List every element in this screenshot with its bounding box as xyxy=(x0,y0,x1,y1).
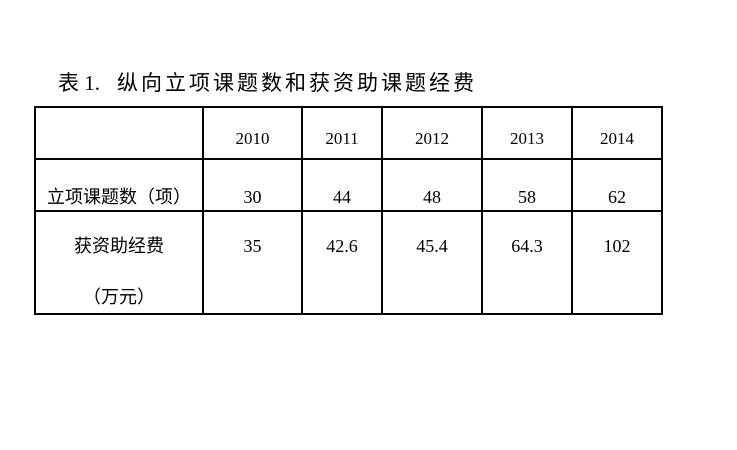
value-cell: 58 xyxy=(483,160,573,212)
value-cell: 48 xyxy=(383,160,483,212)
value-cell: 44 xyxy=(303,160,383,212)
value-cell: 45.4 xyxy=(383,212,483,313)
value-cell: 102 xyxy=(603,236,631,256)
header-cell-2011: 2011 xyxy=(303,108,383,160)
row-label-funding: 获资助经费 （万元） xyxy=(36,212,204,313)
row-label-funding-line1: 获资助经费 xyxy=(74,236,164,256)
row-label-project-count: 立项课题数（项） xyxy=(36,160,204,212)
value-cell: 42.6 xyxy=(303,212,383,313)
value-cell: 64.3 xyxy=(483,212,573,313)
data-table: 2010 2011 2012 2013 2014 立项课题数（项） 30 44 … xyxy=(34,106,663,315)
table-number-label: 表 1. xyxy=(58,71,100,95)
value-cell: 35 xyxy=(204,212,303,313)
corner-cell xyxy=(36,108,204,160)
value-cell: 30 xyxy=(204,160,303,212)
header-cell-2014: 2014 xyxy=(573,108,661,160)
table-title: 表 1. 纵向立项课题数和获资助课题经费 xyxy=(58,70,477,97)
header-cell-2010: 2010 xyxy=(204,108,303,160)
table-title-text: 纵向立项课题数和获资助课题经费 xyxy=(117,71,477,95)
header-cell-2012: 2012 xyxy=(383,108,483,160)
value-cell: 62 xyxy=(573,160,661,212)
row-label-funding-line2: （万元） xyxy=(83,287,155,307)
header-cell-2013: 2013 xyxy=(483,108,573,160)
